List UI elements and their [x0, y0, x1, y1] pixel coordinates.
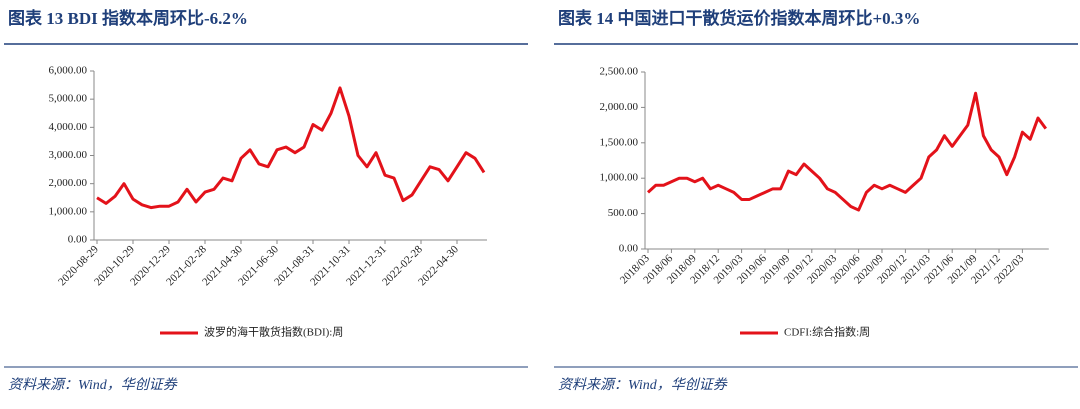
series-line: [646, 91, 1048, 212]
legend-label: 波罗的海干散货指数(BDI):周: [204, 325, 343, 339]
y-tick-label: 500.00: [608, 207, 639, 219]
x-tick-label: 2022-04-30: [416, 243, 461, 288]
series-line: [96, 86, 486, 210]
legend-label: CDFI:综合指数:周: [784, 325, 870, 339]
y-tick-label: 6,000.00: [49, 65, 88, 77]
y-tick-label: 0.00: [68, 234, 88, 246]
y-tick-label: 1,000.00: [600, 172, 639, 184]
y-tick-label: 2,500.00: [600, 66, 639, 78]
y-tick-label: 1,000.00: [49, 205, 88, 217]
y-tick-label: 5,000.00: [49, 93, 88, 105]
y-tick-label: 2,000.00: [49, 177, 88, 189]
y-tick-label: 2,000.00: [600, 101, 639, 113]
y-tick-label: 4,000.00: [49, 121, 88, 133]
chart-title: 图表 14 中国进口干散货运价指数本周环比+0.3%: [558, 8, 920, 28]
source: 资料来源：Wind，华创证券: [8, 377, 178, 393]
y-tick-label: 1,500.00: [600, 136, 639, 148]
chart-title: 图表 13 BDI 指数本周环比-6.2%: [8, 8, 248, 28]
y-tick-label: 3,000.00: [49, 149, 88, 161]
y-tick-label: 0.00: [619, 243, 639, 255]
source: 资料来源：Wind，华创证券: [558, 377, 728, 393]
